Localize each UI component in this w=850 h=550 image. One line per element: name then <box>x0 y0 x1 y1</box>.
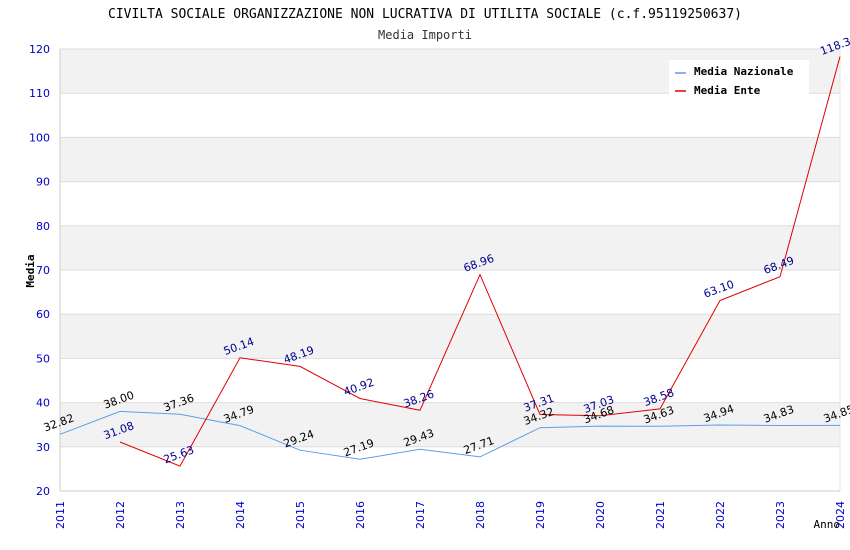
y-tick-labels: 20 30 40 50 60 70 80 90 100 110 120 <box>29 43 50 498</box>
y-tick-label: 20 <box>36 485 50 498</box>
x-tick-label: 2014 <box>234 501 247 529</box>
legend-box <box>669 60 809 96</box>
y-tick-label: 90 <box>36 176 50 189</box>
x-tick-label: 2023 <box>774 501 787 529</box>
y-axis-label: Media <box>24 254 37 287</box>
y-tick-label: 70 <box>36 264 50 277</box>
y-tick-label: 30 <box>36 441 50 454</box>
series-line-nazionale <box>59 410 841 460</box>
x-tick-labels: 2011 2012 2013 2014 2015 2016 2017 2018 2019 2020… <box>54 501 847 529</box>
x-tick-label: 2020 <box>594 501 607 529</box>
legend: Media Nazionale Media Ente <box>669 60 809 97</box>
band-grey <box>60 402 840 447</box>
y-tick-label: 60 <box>36 308 50 321</box>
legend-label-ente: Media Ente <box>694 84 761 97</box>
x-tick-label: 2019 <box>534 501 547 529</box>
axes <box>59 49 841 492</box>
series-line-ente <box>119 56 841 467</box>
chart-title: CIVILTA SOCIALE ORGANIZZAZIONE NON LUCRA… <box>108 7 742 22</box>
y-tick-label: 40 <box>36 397 50 410</box>
y-tick-label: 100 <box>29 131 50 144</box>
x-tick-label: 2015 <box>294 501 307 529</box>
band-grey <box>60 137 840 182</box>
series-lines <box>59 56 841 467</box>
x-tick-label: 2024 <box>834 501 847 529</box>
x-tick-label: 2021 <box>654 501 667 529</box>
band-grey <box>60 225 840 270</box>
x-tick-label: 2012 <box>114 501 127 529</box>
x-tick-label: 2017 <box>414 501 427 529</box>
band-grey <box>60 314 840 359</box>
x-tick-label: 2022 <box>714 501 727 529</box>
x-tick-label: 2016 <box>354 501 367 529</box>
x-tick-label: 2018 <box>474 501 487 529</box>
y-tick-label: 110 <box>29 87 50 100</box>
legend-label-nazionale: Media Nazionale <box>694 65 794 78</box>
y-tick-label: 50 <box>36 352 50 365</box>
chart-subtitle: Media Importi <box>378 28 472 42</box>
x-tick-label: 2013 <box>174 501 187 529</box>
y-tick-label: 80 <box>36 220 50 233</box>
y-tick-label: 120 <box>29 43 50 56</box>
x-axis-label: Anno <box>814 518 841 531</box>
x-tick-label: 2011 <box>54 501 67 529</box>
